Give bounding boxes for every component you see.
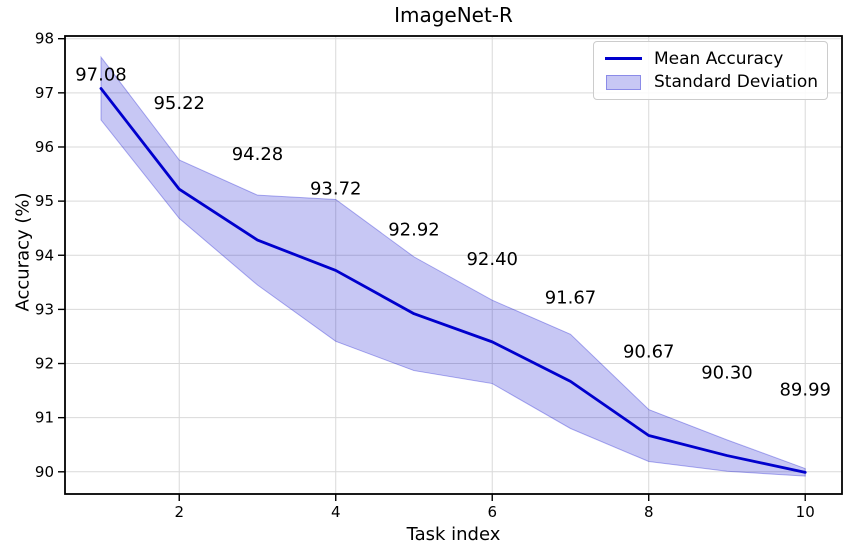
y-tick-label: 92 <box>35 355 54 373</box>
y-tick-label: 97 <box>35 84 54 102</box>
point-annotation: 94.28 <box>232 144 284 165</box>
x-tick-label: 10 <box>796 503 815 521</box>
y-tick-label: 91 <box>35 409 54 427</box>
x-tick-label: 6 <box>487 503 497 521</box>
point-annotation: 92.92 <box>388 220 440 241</box>
legend-entry-mean: Mean Accuracy <box>594 48 827 70</box>
legend-label-mean-accuracy: Mean Accuracy <box>654 48 784 69</box>
chart-title: ImageNet-R <box>394 3 513 27</box>
point-annotation: 90.67 <box>623 342 675 363</box>
y-tick-label: 95 <box>35 192 54 210</box>
y-tick-label: 90 <box>35 463 54 481</box>
x-tick-label: 8 <box>644 503 654 521</box>
y-axis-label: Accuracy (%) <box>12 192 34 312</box>
legend-entry-std: Standard Deviation <box>594 71 827 93</box>
y-tick-label: 94 <box>35 246 54 264</box>
point-annotation: 90.30 <box>701 363 753 384</box>
mean-accuracy-line <box>99 87 807 474</box>
x-tick-label: 2 <box>174 503 184 521</box>
y-tick-label: 93 <box>35 300 54 318</box>
plot-border <box>64 35 843 495</box>
point-annotation: 91.67 <box>545 287 597 308</box>
std-deviation-band <box>100 55 806 477</box>
legend-patch-swatch <box>604 74 642 90</box>
legend-line-swatch <box>604 56 642 61</box>
x-tick-label: 4 <box>331 503 341 521</box>
point-annotation: 95.22 <box>153 93 205 114</box>
point-annotation: 89.99 <box>779 379 831 400</box>
point-annotation: 93.72 <box>310 178 362 199</box>
legend-label-standard-deviation: Standard Deviation <box>654 72 819 93</box>
y-tick-label: 98 <box>35 30 54 48</box>
point-annotation: 92.40 <box>466 249 518 270</box>
y-tick-label: 96 <box>35 138 54 156</box>
x-axis-label: Task index <box>406 524 501 545</box>
legend-box: Mean Accuracy Standard Deviation <box>593 41 828 100</box>
point-annotation: 97.08 <box>75 65 127 86</box>
